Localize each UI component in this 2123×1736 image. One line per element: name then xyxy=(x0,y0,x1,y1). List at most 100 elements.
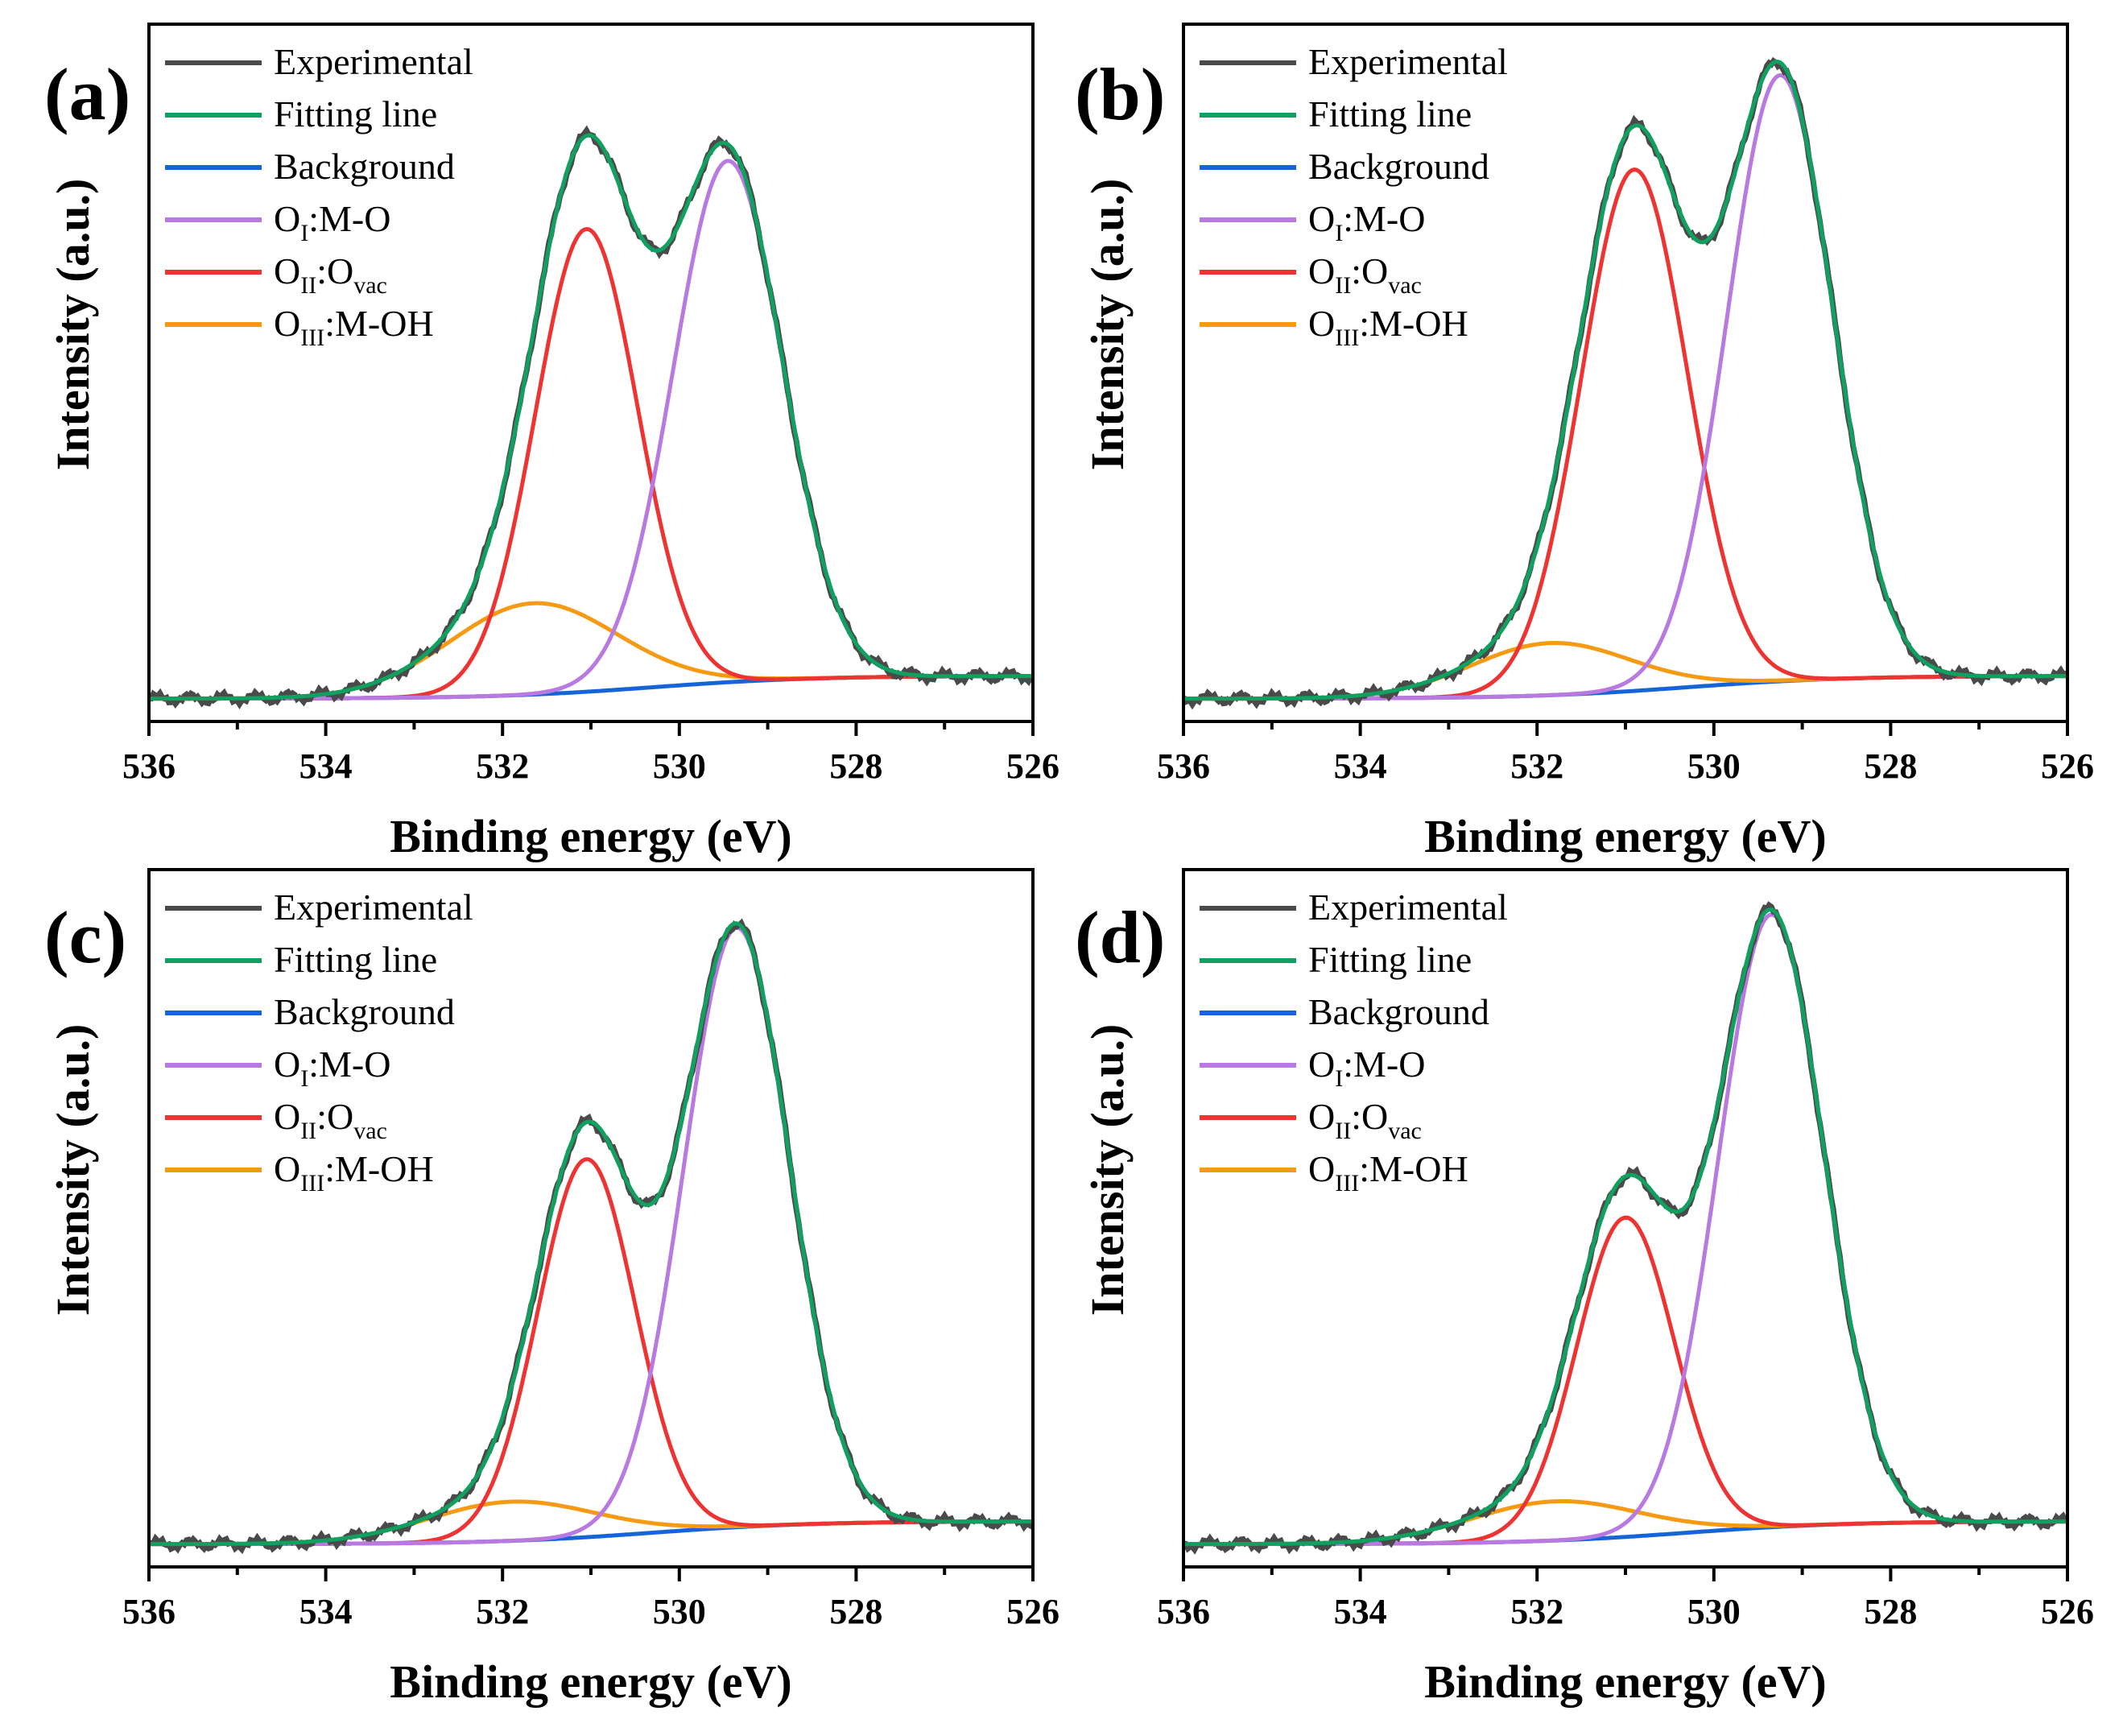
legend-subscript: II xyxy=(1335,272,1351,299)
x-tick-label: 536 xyxy=(1157,746,1210,786)
legend-subscript: II xyxy=(300,1118,316,1144)
chart-panel-d: 536 534 532 530 528 526 Binding energy (eV) Int… xyxy=(1075,868,2094,1708)
legend-subscript: I xyxy=(300,220,308,246)
legend-text-part: O xyxy=(274,250,300,291)
legend-text-part: Fitting line xyxy=(1308,939,1472,980)
legend-text-part: :M-O xyxy=(1343,1044,1425,1085)
legend-text-part: O xyxy=(274,1148,300,1189)
series-fit xyxy=(149,133,1033,701)
legend-label-comp0: OI:M-O xyxy=(1308,1044,1425,1092)
legend-text-part: Experimental xyxy=(1308,41,1508,82)
legend-subscript: I xyxy=(300,1065,308,1092)
series-fit xyxy=(149,921,1033,1547)
panel-label: (c) xyxy=(44,896,126,978)
legend-subscript: II xyxy=(300,272,316,299)
legend-subscript: I xyxy=(1335,1065,1343,1092)
legend-label-background: Background xyxy=(1308,991,1489,1032)
legend-subscript: I xyxy=(1335,220,1343,246)
x-tick-label: 530 xyxy=(653,1592,706,1631)
y-axis-title: Intensity (a.u.) xyxy=(1081,1024,1134,1316)
y-axis-title: Intensity (a.u.) xyxy=(1081,179,1134,471)
legend-label-comp2: OIII:M-OH xyxy=(1308,1148,1468,1197)
chart-panel-b: 536 534 532 530 528 526 Binding energy (eV) Int… xyxy=(1075,23,2094,862)
legend-subscript: III xyxy=(300,1170,324,1197)
legend-label-comp1: OII:Ovac xyxy=(274,1096,387,1144)
x-tick-label: 526 xyxy=(2041,746,2094,786)
x-axis-title: Binding energy (eV) xyxy=(1424,810,1826,862)
series-comp-3 xyxy=(149,601,1033,701)
panel-label: (d) xyxy=(1075,896,1165,978)
x-tick-label: 526 xyxy=(1006,746,1059,786)
legend-label-comp1: OII:Ovac xyxy=(274,250,387,299)
legend-text-part: :O xyxy=(1351,1096,1388,1137)
series-comp-2 xyxy=(1183,1215,2067,1547)
legend-label-background: Background xyxy=(274,146,455,187)
legend-label-fit: Fitting line xyxy=(1308,939,1472,980)
x-tick-label: 536 xyxy=(122,1592,176,1631)
legend-label-experimental: Experimental xyxy=(274,41,473,82)
x-axis-title: Binding energy (eV) xyxy=(390,810,791,862)
x-tick-label: 528 xyxy=(829,1592,882,1631)
series-fit xyxy=(1183,60,2067,701)
x-tick-label: 528 xyxy=(1864,1592,1917,1631)
series-comp-2 xyxy=(1183,167,2067,701)
legend-text-part: O xyxy=(1308,1096,1335,1137)
series-comp-2 xyxy=(149,226,1033,701)
legend-subscript: III xyxy=(1335,1170,1359,1197)
legend-label-background: Background xyxy=(274,991,455,1032)
legend-label-comp0: OI:M-O xyxy=(274,198,390,246)
legend-text-part: Fitting line xyxy=(274,93,437,134)
legend-text-part: :M-OH xyxy=(324,303,433,344)
legend-text-part: :M-OH xyxy=(1359,303,1468,344)
legend-text-part: O xyxy=(274,1044,300,1085)
x-tick-label: 528 xyxy=(829,746,882,786)
x-tick-label: 530 xyxy=(1687,1592,1741,1631)
legend-subscript: vac xyxy=(1388,1118,1422,1144)
x-tick-label: 534 xyxy=(299,1592,353,1631)
legend-subscript: vac xyxy=(1388,272,1422,299)
y-axis-title: Intensity (a.u.) xyxy=(47,1024,99,1316)
legend-text-part: O xyxy=(274,198,300,239)
legend-text-part: Background xyxy=(1308,991,1489,1032)
legend-label-comp1: OII:Ovac xyxy=(1308,1096,1422,1144)
legend-text-part: O xyxy=(1308,198,1335,239)
legend-text-part: Background xyxy=(1308,146,1489,187)
legend-label-comp0: OI:M-O xyxy=(1308,198,1425,246)
legend-text-part: :M-O xyxy=(1343,198,1425,239)
legend-text-part: Experimental xyxy=(1308,887,1508,928)
x-tick-label: 532 xyxy=(476,1592,529,1631)
panel-label: (a) xyxy=(44,53,130,135)
x-tick-label: 526 xyxy=(2041,1592,2094,1631)
x-tick-label: 536 xyxy=(1157,1592,1210,1631)
legend-text-part: :M-OH xyxy=(1359,1148,1468,1189)
curves xyxy=(149,918,1033,1555)
legend-label-fit: Fitting line xyxy=(274,93,437,134)
legend-label-comp1: OII:Ovac xyxy=(1308,250,1422,299)
legend-text-part: O xyxy=(1308,303,1335,344)
legend-label-comp2: OIII:M-OH xyxy=(274,1148,434,1197)
x-tick-label: 534 xyxy=(1334,746,1387,786)
x-axis-title: Binding energy (eV) xyxy=(1424,1655,1826,1708)
curves xyxy=(1183,901,2067,1555)
curves xyxy=(149,125,1033,709)
x-tick-label: 530 xyxy=(653,746,706,786)
legend-text-part: :O xyxy=(316,1096,353,1137)
legend-subscript: vac xyxy=(353,1118,387,1144)
x-tick-label: 526 xyxy=(1006,1592,1059,1631)
legend-text-part: Fitting line xyxy=(274,939,437,980)
x-tick-label: 534 xyxy=(1334,1592,1387,1631)
y-axis-title: Intensity (a.u.) xyxy=(47,179,99,471)
legend-subscript: III xyxy=(1335,324,1359,351)
legend-text-part: :M-OH xyxy=(324,1148,433,1189)
x-tick-label: 534 xyxy=(299,746,353,786)
legend-label-comp2: OIII:M-OH xyxy=(274,303,434,351)
x-tick-label: 530 xyxy=(1687,746,1741,786)
legend-label-fit: Fitting line xyxy=(274,939,437,980)
legend-text-part: O xyxy=(1308,1148,1335,1189)
legend-label-fit: Fitting line xyxy=(1308,93,1472,134)
